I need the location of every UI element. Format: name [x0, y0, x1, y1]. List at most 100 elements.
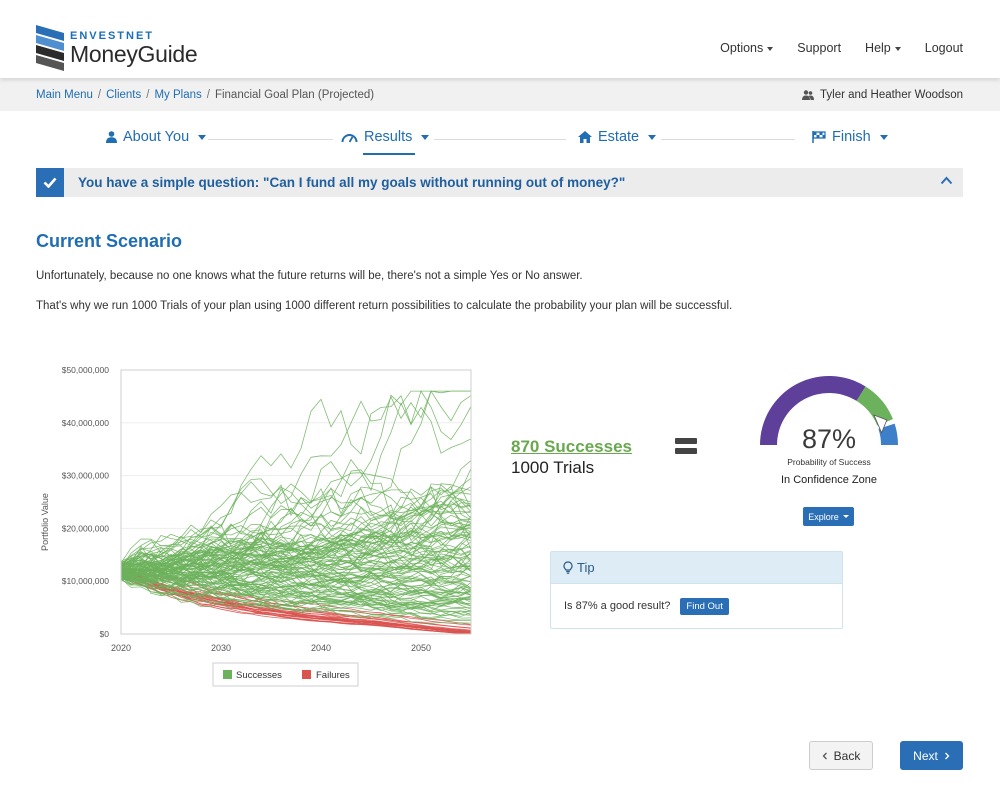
y-tick-label: $30,000,000 — [62, 471, 110, 481]
breadcrumb-main-menu[interactable]: Main Menu — [36, 89, 93, 101]
success-percent: 87% — [801, 424, 857, 454]
success-trial-line — [120, 477, 472, 565]
success-trial-line — [120, 546, 472, 585]
legend-box — [212, 662, 359, 687]
successes-link[interactable]: 870 Successes — [511, 437, 632, 456]
trials-label: 1000 Trials — [511, 458, 595, 477]
success-trial-line — [120, 390, 472, 573]
intro-text: Unfortunately, because no one knows what… — [36, 270, 583, 282]
success-trial-line — [120, 520, 472, 563]
success-trial-line — [120, 565, 472, 613]
chevron-down-icon — [842, 515, 849, 518]
page-title: Current Scenario — [36, 231, 183, 251]
y-tick-label: $10,000,000 — [62, 576, 110, 586]
logo-brand: ENVESTNET — [70, 30, 155, 42]
support-link[interactable]: Support — [797, 41, 842, 55]
chevron-down-icon — [894, 46, 901, 51]
plot-frame — [120, 369, 472, 635]
success-trial-line — [120, 527, 472, 568]
success-trial-line — [120, 565, 472, 621]
logo-mark-icon — [36, 25, 64, 71]
success-trial-line — [120, 549, 472, 584]
speedometer-icon — [341, 133, 358, 142]
find-out-button[interactable]: Find Out — [680, 597, 729, 615]
explore-button[interactable]: Explore — [803, 507, 854, 526]
help-menu[interactable]: Help — [865, 41, 901, 55]
tip-text: Is 87% a good result? — [564, 600, 671, 612]
logout-link[interactable]: Logout — [924, 41, 963, 55]
chevron-down-icon — [198, 134, 207, 140]
chevron-left-icon — [822, 752, 827, 759]
y-tick-label: $20,000,000 — [62, 523, 110, 533]
chevron-right-icon — [944, 752, 950, 759]
breadcrumb-clients[interactable]: Clients — [106, 89, 142, 101]
success-trial-line — [120, 568, 472, 612]
users-icon — [802, 90, 815, 100]
monte-carlo-chart: $0 $10,000,000 $20,000,000 $30,000,000 $40,0… — [40, 365, 472, 687]
user-icon — [106, 131, 117, 143]
options-menu[interactable]: Options — [720, 41, 774, 55]
y-tick-label: $0 — [100, 629, 110, 639]
success-trial-line — [120, 390, 472, 566]
breadcrumb-current: Financial Goal Plan (Projected) — [214, 89, 375, 101]
success-trial-line — [120, 500, 472, 565]
step-navigation: About You Results Estate Finish — [36, 127, 963, 157]
step-about-you[interactable]: About You — [106, 129, 207, 145]
success-trial-line — [120, 572, 472, 609]
success-trial-line — [120, 572, 472, 607]
legend-swatch-successes — [223, 670, 232, 679]
legend-label-failures: Failures — [316, 670, 350, 681]
flag-icon — [812, 131, 826, 143]
success-trial-line — [120, 573, 472, 597]
success-trial-line — [120, 492, 472, 595]
header: ENVESTNET MoneyGuide Options Support Hel… — [0, 0, 1000, 78]
success-trial-line — [120, 529, 472, 574]
tip-panel: Tip Is 87% a good result? Find Out — [550, 551, 843, 629]
confidence-zone-label: In Confidence Zone — [780, 474, 877, 486]
success-trial-line — [120, 487, 472, 573]
step-estate[interactable]: Estate — [578, 129, 657, 145]
gauge-segment-below — [760, 376, 866, 445]
checkmark-icon — [36, 168, 64, 197]
success-trial-line — [120, 469, 472, 570]
gauge-segment-confidence — [856, 386, 893, 426]
x-tick-label: 2050 — [411, 643, 431, 653]
back-button[interactable]: Back — [809, 741, 873, 770]
equals-icon — [675, 438, 697, 458]
home-icon — [578, 131, 592, 143]
gauge-needle — [873, 414, 888, 434]
chevron-down-icon — [421, 134, 430, 140]
question-banner[interactable]: You have a simple question: "Can I fund … — [36, 168, 963, 197]
step-results[interactable]: Results — [341, 129, 430, 155]
x-tick-label: 2040 — [311, 643, 331, 653]
y-tick-label: $40,000,000 — [62, 418, 110, 428]
chevron-up-icon[interactable] — [940, 176, 953, 185]
success-trial-line — [120, 500, 472, 576]
legend-label-successes: Successes — [236, 670, 282, 681]
failure-trial-line — [120, 569, 472, 633]
logo-product: MoneyGuide — [70, 41, 198, 67]
breadcrumb-bar: Main Menu / Clients / My Plans / Financial Goa… — [0, 78, 1000, 111]
failure-trial-line — [120, 573, 472, 635]
x-tick-label: 2020 — [111, 643, 131, 653]
success-trial-line — [120, 390, 471, 569]
trials-explanation: That's why we run 1000 Trials of your pl… — [36, 300, 733, 312]
next-button[interactable]: Next — [900, 741, 963, 770]
success-trial-line — [120, 576, 472, 619]
logo[interactable]: ENVESTNET MoneyGuide — [36, 25, 198, 71]
success-trial-line — [120, 513, 472, 572]
chevron-down-icon — [648, 134, 657, 140]
client-name: Tyler and Heather Woodson — [802, 89, 963, 101]
success-trial-line — [120, 558, 472, 624]
legend-swatch-failures — [302, 670, 311, 679]
success-trial-line — [120, 559, 472, 591]
question-text: You have a simple question: "Can I fund … — [78, 175, 626, 190]
success-trial-line — [120, 458, 472, 568]
tip-header: Tip — [551, 552, 842, 584]
x-tick-label: 2030 — [211, 643, 231, 653]
tip-title: Tip — [577, 560, 595, 575]
top-nav: Options Support Help Logout — [720, 41, 963, 55]
breadcrumb-my-plans[interactable]: My Plans — [154, 89, 202, 101]
step-finish[interactable]: Finish — [812, 129, 888, 145]
success-trial-line — [120, 578, 472, 616]
